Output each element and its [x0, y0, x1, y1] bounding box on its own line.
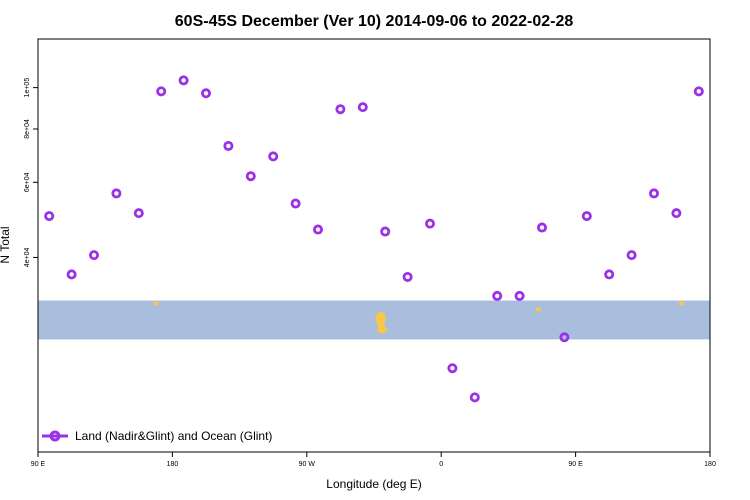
data-point — [200, 88, 211, 99]
ocean-band — [38, 300, 710, 340]
data-point — [424, 218, 435, 229]
data-point — [357, 102, 368, 113]
data-point — [111, 188, 122, 199]
data-point — [156, 86, 167, 97]
legend-label: Land (Nadir&Glint) and Ocean (Glint) — [75, 429, 272, 443]
data-point — [626, 250, 637, 261]
data-point — [469, 392, 480, 403]
data-point — [537, 222, 548, 233]
data-point — [133, 208, 144, 219]
x-tick-label: 0 — [439, 461, 443, 468]
data-point — [335, 104, 346, 115]
data-point — [178, 75, 189, 86]
y-tick-label: 1e+05 — [24, 78, 31, 98]
data-point — [380, 226, 391, 237]
data-point — [604, 269, 615, 280]
x-tick-label: 90 W — [299, 461, 316, 468]
data-point — [290, 198, 301, 209]
chart-title: 60S-45S December (Ver 10) 2014-09-06 to … — [175, 13, 574, 30]
x-tick-label: 180 — [704, 461, 716, 468]
land-marker — [374, 311, 388, 334]
data-point — [559, 332, 570, 343]
legend-marker — [49, 430, 61, 442]
band-layer — [38, 300, 710, 340]
x-tick-label: 180 — [167, 461, 179, 468]
data-point — [671, 208, 682, 219]
data-point — [268, 151, 279, 162]
legend: Land (Nadir&Glint) and Ocean (Glint) — [42, 429, 272, 443]
data-points — [44, 75, 704, 403]
data-point — [44, 211, 55, 222]
data-point — [693, 86, 704, 97]
data-point — [89, 250, 100, 261]
y-tick-label: 8e+04 — [24, 119, 31, 139]
land-marker — [535, 307, 542, 312]
x-tick-label: 90 E — [31, 461, 46, 468]
data-point — [514, 290, 525, 301]
y-axis-label: N Total — [0, 226, 12, 263]
x-axis: 90 E 180 90 W 0 90 E 180 — [31, 452, 716, 468]
x-axis-label: Longitude (deg E) — [326, 477, 421, 491]
land-layer — [152, 301, 685, 334]
data-point — [649, 188, 660, 199]
data-point — [245, 171, 256, 182]
land-marker — [678, 301, 685, 306]
y-tick-label: 6e+04 — [24, 172, 31, 192]
y-axis: 4e+04 6e+04 8e+04 1e+05 — [24, 78, 38, 268]
land-marker — [152, 301, 159, 306]
data-point — [66, 269, 77, 280]
plot-frame — [37, 38, 711, 453]
data-point — [312, 224, 323, 235]
data-point — [402, 271, 413, 282]
data-point — [581, 211, 592, 222]
data-point — [223, 140, 234, 151]
data-point — [447, 363, 458, 374]
data-point — [492, 290, 503, 301]
y-tick-label: 4e+04 — [24, 248, 31, 268]
x-tick-label: 90 E — [568, 461, 583, 468]
